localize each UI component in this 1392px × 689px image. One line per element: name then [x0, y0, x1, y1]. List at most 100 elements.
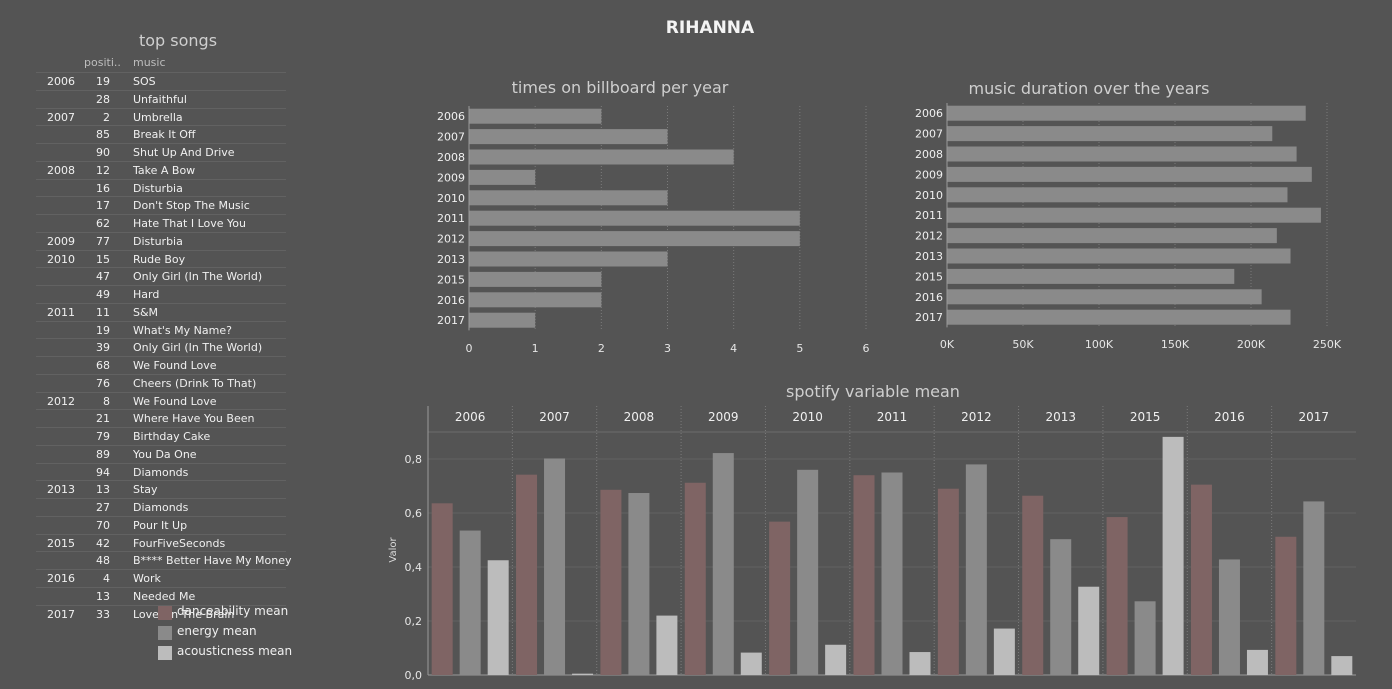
position-cell: 15 [96, 252, 110, 266]
table-row[interactable]: 90 Shut Up And Drive [36, 143, 286, 161]
billboard-x-tick-label: 0 [466, 342, 473, 355]
duration-x-tick-label: 100K [1085, 338, 1114, 351]
spotify-bar [909, 652, 931, 675]
table-row[interactable]: 2007 2 Umbrella [36, 107, 286, 126]
table-row[interactable]: 16 Disturbia [36, 178, 286, 197]
table-row[interactable]: 76 Cheers (Drink To That) [36, 373, 286, 392]
position-cell: 94 [96, 465, 110, 479]
spotify-bar [544, 458, 566, 675]
music-cell: Cheers (Drink To That) [133, 376, 257, 390]
table-row[interactable]: 2012 8 We Found Love [36, 391, 286, 410]
music-cell: Umbrella [133, 110, 183, 124]
music-cell: Diamonds [133, 501, 189, 514]
music-cell: Pour It Up [133, 518, 188, 532]
billboard-x-tick-label: 5 [796, 342, 803, 355]
dashboard-title: RIHANNA [665, 18, 755, 38]
table-row[interactable]: 28 Unfaithful [36, 89, 286, 108]
position-cell: 39 [96, 341, 110, 355]
spotify-bar [684, 482, 706, 675]
table-row[interactable]: 49 Hard [36, 285, 286, 303]
duration-y-tick-label: 2011 [915, 209, 943, 222]
spotify-bar [825, 644, 847, 675]
position-cell: 47 [96, 270, 110, 284]
music-cell: Disturbia [133, 234, 183, 248]
table-row[interactable]: 2015 42 FourFiveSeconds [36, 533, 286, 552]
table-row[interactable]: 70 Pour It Up [36, 515, 286, 534]
billboard-bar [469, 251, 668, 267]
position-cell: 19 [96, 75, 110, 88]
spotify-bar [881, 472, 903, 675]
position-cell: 89 [96, 447, 110, 461]
duration-y-tick-label: 2016 [915, 291, 943, 304]
music-cell: Don't Stop The Music [133, 199, 250, 213]
billboard-bar [469, 210, 800, 226]
billboard-y-tick-label: 2016 [437, 294, 465, 307]
music-cell: Hate That I Love You [133, 217, 246, 230]
position-cell: 13 [96, 483, 110, 497]
spotify-category-label: 2017 [1299, 410, 1330, 424]
year-cell: 2015 [47, 536, 75, 550]
table-row[interactable]: 94 Diamonds [36, 462, 286, 481]
table-row[interactable]: 2011 11 S&M [36, 302, 286, 321]
billboard-bar [469, 190, 668, 206]
table-row[interactable]: 79 Birthday Cake [36, 427, 286, 445]
duration-bar [947, 207, 1321, 223]
table-row[interactable]: 89 You Da One [36, 444, 286, 463]
position-cell: 28 [96, 92, 110, 106]
music-cell: FourFiveSeconds [133, 536, 226, 550]
duration-chart-title: music duration over the years [969, 79, 1210, 98]
music-column-header[interactable]: music [133, 56, 166, 69]
spotify-bar [965, 464, 987, 675]
legend-swatch [158, 626, 172, 640]
legend-label: danceability mean [177, 604, 289, 618]
year-cell: 2012 [47, 394, 75, 408]
top-songs-header: positi.. music [36, 52, 286, 72]
table-row[interactable]: 13 Needed Me [36, 586, 286, 605]
position-cell: 48 [96, 554, 110, 568]
table-row[interactable]: 39 Only Girl (In The World) [36, 338, 286, 356]
billboard-bar [469, 231, 800, 247]
table-row[interactable]: 2016 4 Work [36, 569, 286, 587]
spotify-category-label: 2011 [877, 410, 908, 424]
billboard-x-tick-label: 6 [863, 342, 870, 355]
year-cell: 2010 [47, 252, 75, 266]
duration-bar [947, 248, 1291, 264]
table-row[interactable]: 2010 15 Rude Boy [36, 249, 286, 268]
table-row[interactable]: 62 Hate That I Love You [36, 214, 286, 232]
table-row[interactable]: 27 Diamonds [36, 498, 286, 516]
table-row[interactable]: 2008 12 Take A Bow [36, 160, 286, 179]
spotify-y-tick-label: 0,2 [405, 615, 423, 628]
spotify-chart: spotify variable mean Valor 0,0 0,2 0,4 0,6… [388, 382, 1356, 682]
position-column-header[interactable]: positi.. [84, 56, 121, 69]
table-row[interactable]: 85 Break It Off [36, 125, 286, 143]
table-row[interactable]: 2013 13 Stay [36, 480, 286, 498]
billboard-y-tick-label: 2009 [437, 171, 465, 184]
year-cell: 2011 [47, 305, 75, 319]
table-row[interactable]: 2009 77 Disturbia [36, 231, 286, 250]
music-cell: Only Girl (In The World) [133, 270, 263, 284]
duration-x-tick-label: 0K [940, 338, 955, 351]
table-row[interactable]: 19 What's My Name? [36, 320, 286, 339]
music-cell: Break It Off [133, 128, 196, 142]
spotify-bar [1078, 586, 1100, 675]
duration-bar [947, 166, 1312, 182]
position-cell: 42 [96, 536, 110, 550]
table-row[interactable]: 21 Where Have You Been [36, 409, 286, 427]
billboard-x-tick-label: 4 [730, 342, 737, 355]
table-row[interactable]: 68 We Found Love [36, 356, 286, 374]
table-row[interactable]: 47 Only Girl (In The World) [36, 267, 286, 285]
year-cell: 2009 [47, 234, 75, 248]
duration-x-tick-label: 200K [1237, 338, 1266, 351]
billboard-y-tick-label: 2015 [437, 273, 465, 286]
duration-x-tick-label: 50K [1012, 338, 1034, 351]
table-row[interactable]: 2006 19 SOS [36, 72, 286, 90]
position-cell: 21 [96, 412, 110, 426]
music-cell: Stay [133, 483, 158, 497]
table-row[interactable]: 17 Don't Stop The Music [36, 196, 286, 214]
table-row[interactable]: 48 B**** Better Have My Money [36, 551, 292, 569]
spotify-bar [853, 475, 875, 675]
position-cell: 27 [96, 501, 110, 514]
music-cell: What's My Name? [133, 323, 232, 337]
spotify-bar [1106, 517, 1128, 675]
spotify-y-axis-label: Valor [388, 537, 399, 563]
